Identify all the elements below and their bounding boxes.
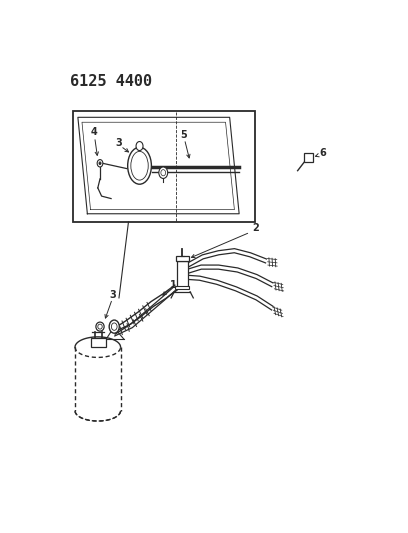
Bar [73, 111, 255, 222]
Text: 6125 4400: 6125 4400 [70, 74, 152, 89]
Ellipse shape [96, 322, 104, 331]
Text: 6: 6 [319, 148, 326, 158]
Text: 3: 3 [116, 138, 122, 148]
Bar [177, 261, 188, 288]
Ellipse shape [97, 159, 103, 167]
Text: 2: 2 [252, 223, 259, 233]
Text: 5: 5 [180, 130, 187, 140]
Text: 1: 1 [170, 280, 176, 289]
Ellipse shape [111, 323, 117, 330]
Bar [304, 154, 313, 161]
Ellipse shape [109, 320, 119, 333]
Ellipse shape [136, 142, 143, 150]
Ellipse shape [98, 324, 102, 329]
Ellipse shape [159, 167, 168, 179]
Text: 4: 4 [91, 126, 97, 136]
Ellipse shape [128, 147, 151, 184]
Bar [176, 256, 188, 261]
Bar [175, 286, 189, 289]
Ellipse shape [161, 169, 166, 176]
Ellipse shape [131, 151, 148, 180]
Text: 3: 3 [109, 290, 116, 300]
Bar [91, 338, 106, 347]
Ellipse shape [99, 162, 101, 165]
